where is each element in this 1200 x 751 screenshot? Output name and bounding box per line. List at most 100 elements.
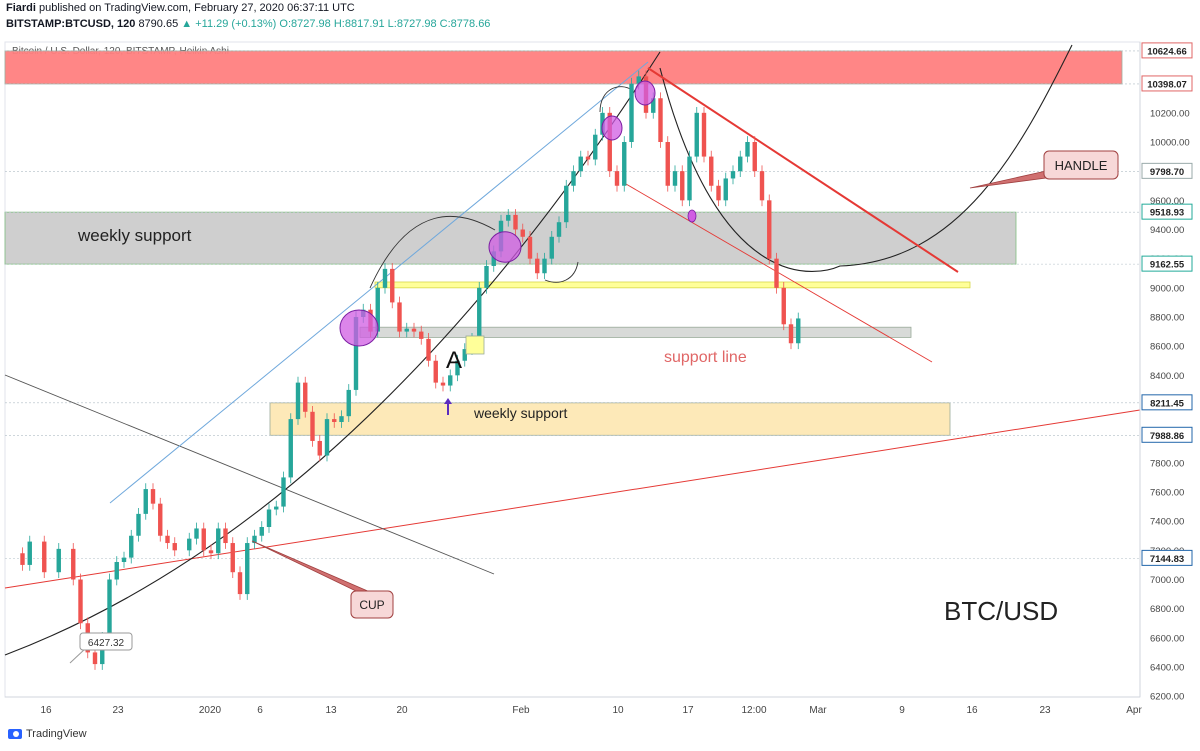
x-tick-label: 10 bbox=[612, 705, 624, 716]
candle-body bbox=[426, 338, 431, 361]
candle-body bbox=[796, 318, 801, 344]
candle-body bbox=[658, 98, 663, 142]
candle-body bbox=[56, 548, 61, 573]
y-tick-label: 8800.00 bbox=[1150, 313, 1184, 324]
candle-body bbox=[411, 328, 417, 332]
candle-body bbox=[158, 503, 163, 536]
candle-body bbox=[774, 258, 779, 288]
candle-body bbox=[230, 543, 235, 573]
candle-body bbox=[107, 579, 112, 638]
candle-body bbox=[375, 287, 380, 332]
candle-body bbox=[694, 112, 699, 157]
candle-body bbox=[332, 419, 337, 422]
price-label-box bbox=[1141, 162, 1193, 179]
point-a-label: A bbox=[446, 347, 462, 374]
low-price-label: 6427.32 bbox=[88, 638, 125, 649]
candle-body bbox=[520, 229, 525, 237]
candle-body bbox=[477, 287, 482, 339]
candle-body bbox=[680, 171, 685, 201]
gray-band bbox=[359, 326, 912, 338]
handle-label: HANDLE bbox=[1055, 158, 1108, 173]
long-support-line bbox=[4, 409, 1141, 589]
x-tick-label: 12:00 bbox=[741, 705, 766, 716]
candle-body bbox=[150, 489, 156, 504]
candle-body bbox=[433, 360, 438, 383]
weekly-support-lower bbox=[269, 402, 951, 436]
x-tick-label: 23 bbox=[112, 705, 124, 716]
candle-body bbox=[324, 419, 330, 456]
candle-body bbox=[440, 382, 446, 386]
candle-body bbox=[738, 156, 743, 172]
candle-body bbox=[709, 156, 714, 186]
candle-body bbox=[636, 76, 641, 84]
candle-body bbox=[672, 171, 678, 186]
candle-body bbox=[556, 222, 562, 237]
x-tick-label: 13 bbox=[325, 705, 337, 716]
symbol-name: BITSTAMP:BTCUSD, 120 bbox=[6, 18, 136, 30]
candle-body bbox=[730, 171, 736, 179]
candle-body bbox=[266, 509, 272, 527]
weekly-support-label-upper: weekly support bbox=[77, 226, 192, 245]
purple-marker-small bbox=[687, 209, 697, 223]
cup-label: CUP bbox=[359, 598, 384, 612]
candle-body bbox=[317, 440, 322, 456]
candle-body bbox=[462, 349, 467, 361]
candle-body bbox=[303, 382, 308, 412]
x-tick-label: 23 bbox=[1039, 705, 1051, 716]
candle-body bbox=[129, 535, 134, 558]
x-tick-label: 16 bbox=[966, 705, 978, 716]
y-tick-label: 6200.00 bbox=[1150, 692, 1184, 703]
x-tick-label: Apr bbox=[1126, 705, 1142, 716]
x-tick-label: Mar bbox=[809, 705, 827, 716]
price-change: +11.29 (+0.13%) bbox=[195, 18, 277, 30]
candle-body bbox=[745, 142, 750, 157]
candle-body bbox=[607, 112, 612, 172]
publish-date: published on TradingView.com, February 2… bbox=[39, 2, 355, 14]
candle-body bbox=[506, 214, 511, 221]
y-tick-label: 6600.00 bbox=[1150, 633, 1184, 644]
symbol-info: BITSTAMP:BTCUSD, 120 8790.65 ▲ +11.29 (+… bbox=[6, 18, 490, 30]
candle-body bbox=[136, 513, 141, 536]
y-tick-label: 8600.00 bbox=[1150, 342, 1184, 353]
candle-body bbox=[767, 200, 772, 259]
price-label-box bbox=[1141, 42, 1193, 59]
resistance-trend-line bbox=[647, 67, 959, 273]
arc-arrow-3 bbox=[599, 86, 633, 113]
candle-body bbox=[527, 236, 533, 259]
ohlc-values: O:8727.98 H:8817.91 L:8727.98 C:8778.66 bbox=[279, 18, 491, 30]
weekly-support-label-lower: weekly support bbox=[473, 405, 567, 421]
x-tick-label: 16 bbox=[40, 705, 52, 716]
yellow-band bbox=[374, 281, 971, 289]
candle-body bbox=[42, 541, 47, 573]
x-tick-label: 17 bbox=[682, 705, 694, 716]
price-label-5: 8211.45 bbox=[1150, 398, 1185, 409]
candle-body bbox=[216, 528, 221, 554]
tradingview-footer[interactable]: TradingView bbox=[8, 728, 87, 740]
tradingview-brand: TradingView bbox=[26, 728, 87, 740]
candle-body bbox=[208, 550, 214, 554]
candle-body bbox=[549, 236, 554, 259]
price-label-3: 9518.93 bbox=[1150, 208, 1184, 219]
candle-body bbox=[578, 156, 583, 172]
candle-body bbox=[78, 579, 83, 624]
candle-body bbox=[397, 302, 402, 332]
price-label-box bbox=[1141, 75, 1193, 92]
y-tick-label: 9400.00 bbox=[1150, 225, 1184, 236]
candle-body bbox=[614, 171, 620, 186]
tradingview-logo-icon bbox=[8, 729, 22, 739]
candle-body bbox=[201, 528, 206, 551]
candle-body bbox=[491, 251, 496, 266]
price-label-box bbox=[1141, 426, 1193, 443]
candle-body bbox=[252, 535, 257, 544]
arc-arrow-2 bbox=[544, 261, 579, 283]
candle-body bbox=[390, 268, 395, 303]
purple-marker bbox=[634, 80, 656, 106]
candle-body bbox=[484, 265, 489, 288]
candle-body bbox=[281, 477, 286, 507]
x-tick-label: Feb bbox=[512, 705, 530, 716]
price-label-6: 7988.86 bbox=[1150, 431, 1184, 442]
candle-body bbox=[788, 324, 794, 344]
candle-body bbox=[665, 142, 670, 186]
candle-body bbox=[172, 543, 177, 551]
